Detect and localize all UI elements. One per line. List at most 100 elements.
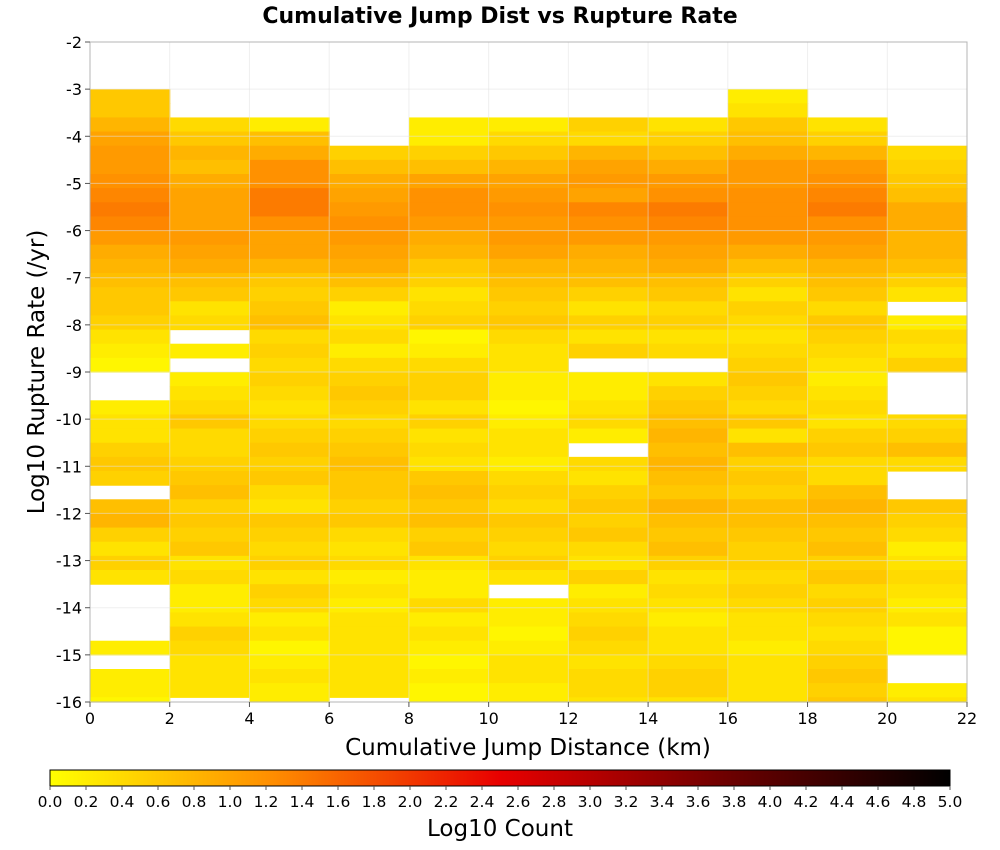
heatmap-cell xyxy=(169,555,251,571)
y-tick-label: -10 xyxy=(56,410,82,429)
heatmap-cell xyxy=(408,471,490,486)
heatmap-cell xyxy=(329,343,410,359)
heatmap-cell xyxy=(648,273,729,288)
heatmap-cell xyxy=(568,428,649,444)
heatmap-cell xyxy=(568,202,649,218)
heatmap-cell xyxy=(727,471,809,486)
heatmap-cell xyxy=(169,442,251,458)
heatmap-cell xyxy=(329,273,410,288)
heatmap-cell xyxy=(568,117,649,133)
heatmap-cell xyxy=(169,145,251,161)
heatmap-cell xyxy=(249,456,330,472)
heatmap-cell xyxy=(408,159,490,175)
y-axis-label: Log10 Rupture Rate (/yr) xyxy=(24,230,50,515)
heatmap-cell xyxy=(169,584,251,599)
heatmap-cell xyxy=(169,640,251,656)
heatmap-cell xyxy=(807,329,888,345)
heatmap-cell xyxy=(887,584,968,599)
heatmap-cell xyxy=(329,159,410,175)
heatmap-cell xyxy=(887,442,968,458)
heatmap-cell xyxy=(648,414,729,430)
heatmap-cell xyxy=(727,131,809,147)
heatmap-cell xyxy=(90,103,171,119)
heatmap-cell xyxy=(807,145,888,161)
heatmap-cell xyxy=(727,315,809,331)
heatmap-cell xyxy=(169,287,251,302)
heatmap-cell xyxy=(648,329,729,345)
heatmap-cell xyxy=(329,527,410,543)
heatmap-cell xyxy=(488,626,569,642)
heatmap-cell xyxy=(90,400,171,416)
heatmap-cell xyxy=(568,541,649,557)
heatmap-cell xyxy=(727,343,809,359)
heatmap-cell xyxy=(249,555,330,571)
heatmap-cell xyxy=(249,258,330,274)
heatmap-cell xyxy=(727,414,809,430)
heatmap-cell xyxy=(90,541,171,557)
heatmap-cell xyxy=(887,159,968,175)
heatmap-cell xyxy=(329,216,410,232)
heatmap-cell xyxy=(408,315,490,331)
heatmap-cell xyxy=(408,329,490,345)
heatmap-cell xyxy=(648,499,729,515)
heatmap-cell xyxy=(648,442,729,458)
heatmap-cell xyxy=(169,598,251,614)
heatmap-cell xyxy=(887,541,968,557)
heatmap-cell xyxy=(488,174,569,189)
heatmap-cell xyxy=(169,273,251,288)
heatmap-cell xyxy=(249,343,330,359)
heatmap-cell xyxy=(648,174,729,189)
heatmap-cell xyxy=(807,513,888,529)
colorbar-tick-label: 2.8 xyxy=(542,793,567,811)
heatmap-cell xyxy=(807,640,888,656)
heatmap-cell xyxy=(807,174,888,189)
heatmap-cell xyxy=(727,117,809,133)
colorbar-tick-label: 0.6 xyxy=(146,793,171,811)
heatmap-cell xyxy=(329,400,410,416)
heatmap-cell xyxy=(807,414,888,430)
heatmap-cell xyxy=(727,612,809,628)
heatmap-cell xyxy=(408,414,490,430)
heatmap-cell xyxy=(887,414,968,430)
heatmap-cell xyxy=(807,471,888,486)
heatmap-cell xyxy=(807,570,888,585)
colorbar-tick-label: 4.4 xyxy=(830,793,855,811)
heatmap-cell xyxy=(727,555,809,571)
y-tick-label: -5 xyxy=(66,174,82,193)
heatmap-cell xyxy=(807,230,888,246)
heatmap-cell xyxy=(488,598,569,614)
heatmap-cell xyxy=(329,174,410,189)
heatmap-cell xyxy=(408,428,490,444)
heatmap-cell xyxy=(648,315,729,331)
y-tick-label: -6 xyxy=(66,222,82,241)
heatmap-cell xyxy=(807,131,888,147)
heatmap-cell xyxy=(249,273,330,288)
heatmap-cell xyxy=(807,216,888,232)
heatmap-cell xyxy=(249,329,330,345)
heatmap-cell xyxy=(488,697,569,703)
heatmap-cell xyxy=(249,570,330,585)
heatmap-cell xyxy=(568,230,649,246)
heatmap-cell xyxy=(648,612,729,628)
heatmap-cell xyxy=(568,329,649,345)
heatmap-cell xyxy=(169,174,251,189)
heatmap-cell xyxy=(488,131,569,147)
heatmap-cell xyxy=(648,428,729,444)
heatmap-cell xyxy=(329,357,410,373)
heatmap-cell xyxy=(169,244,251,260)
heatmap-cell xyxy=(90,287,171,302)
heatmap-cell xyxy=(887,174,968,189)
heatmap-cell xyxy=(807,541,888,557)
heatmap-cell xyxy=(408,273,490,288)
heatmap-cell xyxy=(807,315,888,331)
heatmap-cell xyxy=(408,640,490,656)
heatmap-cell xyxy=(90,640,171,656)
colorbar-tick-label: 2.2 xyxy=(434,793,459,811)
heatmap-cell xyxy=(648,400,729,416)
heatmap-cell xyxy=(887,456,968,472)
colorbar-tick-label: 1.8 xyxy=(362,793,387,811)
heatmap-cell xyxy=(90,117,171,133)
heatmap-cell xyxy=(887,230,968,246)
heatmap-cell xyxy=(568,485,649,500)
